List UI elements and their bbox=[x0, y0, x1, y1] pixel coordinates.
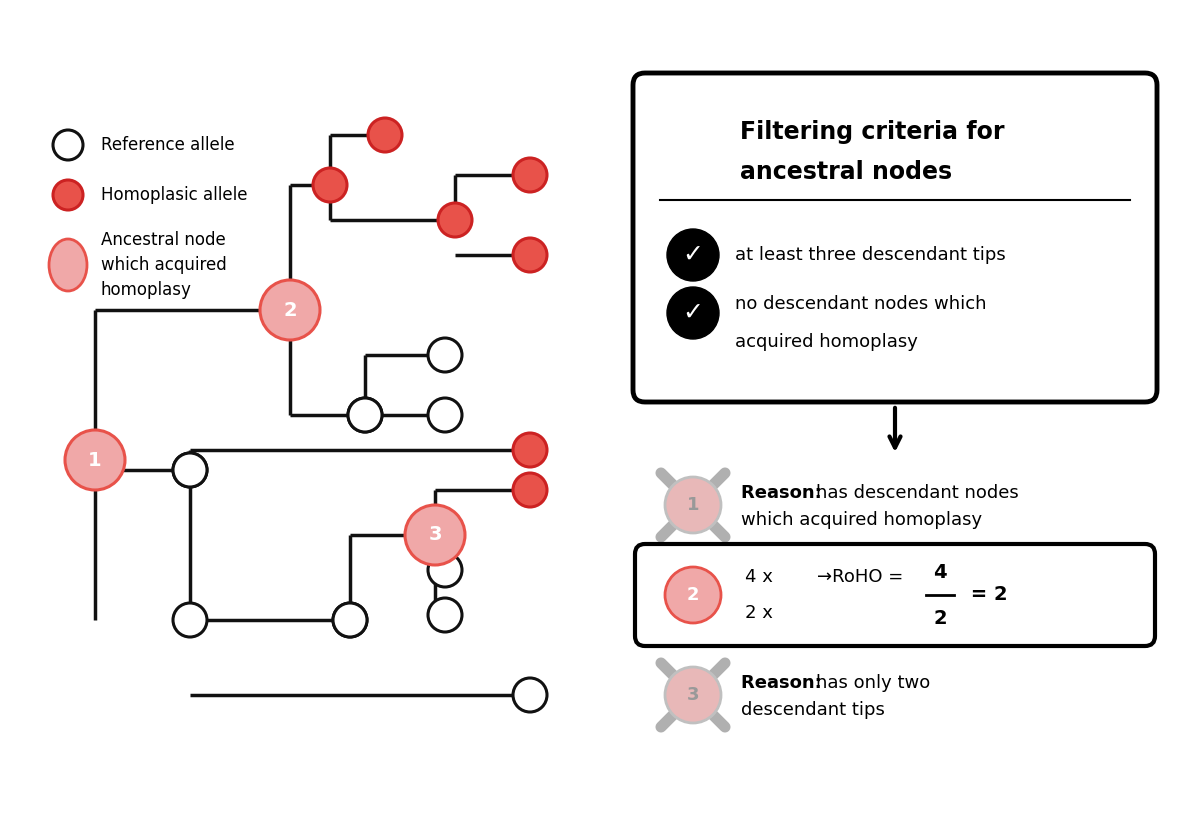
Circle shape bbox=[348, 398, 382, 432]
Text: 3: 3 bbox=[686, 686, 700, 704]
Text: has only two: has only two bbox=[816, 674, 930, 692]
Circle shape bbox=[784, 563, 811, 591]
Text: 4: 4 bbox=[934, 563, 947, 582]
FancyBboxPatch shape bbox=[635, 544, 1154, 646]
Text: has descendant nodes: has descendant nodes bbox=[816, 484, 1019, 502]
Circle shape bbox=[514, 678, 547, 712]
Circle shape bbox=[260, 280, 320, 340]
Circle shape bbox=[514, 433, 547, 467]
Text: 1: 1 bbox=[686, 496, 700, 514]
Circle shape bbox=[334, 603, 367, 637]
Text: ancestral nodes: ancestral nodes bbox=[740, 160, 952, 184]
Circle shape bbox=[173, 453, 208, 487]
Circle shape bbox=[665, 477, 721, 533]
Text: 1: 1 bbox=[88, 451, 102, 470]
Text: 2: 2 bbox=[283, 301, 296, 320]
Text: Reason:: Reason: bbox=[742, 484, 828, 502]
Text: ✓: ✓ bbox=[683, 301, 703, 325]
Text: 2: 2 bbox=[686, 586, 700, 604]
Text: 2: 2 bbox=[934, 608, 947, 628]
Text: Filtering criteria for: Filtering criteria for bbox=[740, 120, 1004, 144]
Circle shape bbox=[438, 203, 472, 237]
Text: which acquired homoplasy: which acquired homoplasy bbox=[742, 511, 982, 529]
Circle shape bbox=[784, 599, 811, 627]
Text: Ancestral node
which acquired
homoplasy: Ancestral node which acquired homoplasy bbox=[101, 231, 227, 299]
Text: 2 x: 2 x bbox=[745, 604, 773, 622]
Text: at least three descendant tips: at least three descendant tips bbox=[734, 246, 1006, 264]
Circle shape bbox=[667, 229, 719, 281]
Circle shape bbox=[428, 598, 462, 632]
Text: Homoplasic allele: Homoplasic allele bbox=[101, 186, 247, 204]
Circle shape bbox=[313, 168, 347, 202]
Circle shape bbox=[514, 238, 547, 272]
Circle shape bbox=[53, 130, 83, 160]
Text: descendant tips: descendant tips bbox=[742, 701, 884, 719]
Circle shape bbox=[173, 453, 208, 487]
Circle shape bbox=[665, 567, 721, 623]
Text: ?: ? bbox=[688, 130, 698, 149]
Circle shape bbox=[368, 118, 402, 152]
Circle shape bbox=[514, 158, 547, 192]
Ellipse shape bbox=[49, 239, 88, 291]
Circle shape bbox=[428, 338, 462, 372]
FancyBboxPatch shape bbox=[634, 73, 1157, 402]
Text: 3: 3 bbox=[428, 526, 442, 545]
Circle shape bbox=[428, 398, 462, 432]
Circle shape bbox=[53, 180, 83, 210]
Text: Reference allele: Reference allele bbox=[101, 136, 235, 154]
Text: no descendant nodes which: no descendant nodes which bbox=[734, 295, 986, 313]
Text: 4 x: 4 x bbox=[745, 568, 773, 586]
Circle shape bbox=[173, 603, 208, 637]
Text: acquired homoplasy: acquired homoplasy bbox=[734, 333, 918, 351]
Circle shape bbox=[334, 603, 367, 637]
Circle shape bbox=[662, 110, 722, 170]
Circle shape bbox=[665, 667, 721, 723]
Circle shape bbox=[348, 398, 382, 432]
Text: ✓: ✓ bbox=[683, 243, 703, 267]
Circle shape bbox=[406, 505, 466, 565]
Text: = 2: = 2 bbox=[964, 586, 1008, 605]
Circle shape bbox=[667, 287, 719, 339]
Circle shape bbox=[428, 553, 462, 587]
Text: →RoHO =: →RoHO = bbox=[817, 568, 910, 586]
Text: Reason:: Reason: bbox=[742, 674, 828, 692]
Circle shape bbox=[65, 430, 125, 490]
Circle shape bbox=[514, 473, 547, 507]
